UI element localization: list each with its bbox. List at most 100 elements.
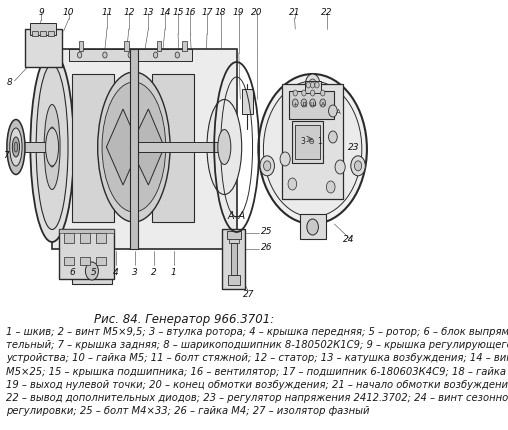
- Circle shape: [260, 157, 274, 176]
- Circle shape: [329, 106, 337, 118]
- Bar: [64, 233, 74, 243]
- Text: 20: 20: [251, 8, 263, 17]
- Text: 9: 9: [39, 8, 44, 17]
- Circle shape: [85, 262, 99, 280]
- Ellipse shape: [30, 53, 74, 243]
- Text: 16: 16: [184, 8, 196, 17]
- Bar: [130, 50, 138, 249]
- Circle shape: [301, 100, 307, 108]
- Circle shape: [103, 53, 107, 59]
- Text: 14: 14: [159, 8, 171, 17]
- Bar: [40, 32, 46, 37]
- Ellipse shape: [207, 100, 242, 195]
- Text: Θ: Θ: [308, 139, 314, 144]
- Bar: [30, 24, 56, 36]
- Bar: [72, 255, 112, 284]
- Text: 19: 19: [233, 8, 244, 17]
- Text: 5: 5: [91, 267, 97, 276]
- Text: 6: 6: [70, 267, 75, 276]
- Ellipse shape: [48, 128, 56, 168]
- Text: 1 – шкив; 2 – винт М5×9,5; 3 – втулка ротора; 4 – крышка передняя; 5 – ротор; 6 : 1 – шкив; 2 – винт М5×9,5; 3 – втулка ро…: [6, 326, 508, 336]
- Circle shape: [320, 100, 326, 108]
- Circle shape: [77, 53, 82, 59]
- Ellipse shape: [10, 129, 22, 166]
- Circle shape: [293, 100, 298, 108]
- Circle shape: [310, 100, 315, 108]
- Text: Рис. 84. Генератор 966.3701:: Рис. 84. Генератор 966.3701:: [93, 312, 274, 325]
- Circle shape: [310, 91, 315, 97]
- Bar: [52, 50, 237, 249]
- Bar: [290, 92, 334, 120]
- Circle shape: [128, 53, 133, 59]
- Circle shape: [326, 181, 335, 194]
- Text: 13: 13: [143, 8, 154, 17]
- Text: 24: 24: [343, 235, 355, 244]
- Bar: [0, 0, 368, 299]
- Text: 1: 1: [171, 267, 177, 276]
- Text: А: А: [321, 101, 325, 106]
- Bar: [282, 85, 343, 200]
- Text: +: +: [293, 101, 298, 106]
- Bar: [293, 122, 323, 164]
- Bar: [305, 82, 322, 94]
- Bar: [229, 240, 239, 243]
- Circle shape: [306, 83, 310, 89]
- Text: 7: 7: [4, 150, 9, 159]
- Circle shape: [293, 91, 297, 97]
- Bar: [227, 231, 241, 240]
- Circle shape: [315, 83, 319, 89]
- Ellipse shape: [12, 138, 19, 158]
- Circle shape: [259, 75, 367, 224]
- Text: А: А: [336, 109, 340, 115]
- Text: 17: 17: [201, 8, 213, 17]
- Text: 2: 2: [151, 267, 157, 276]
- Circle shape: [321, 91, 325, 97]
- Text: 3: 3: [300, 137, 305, 146]
- Text: 1: 1: [317, 137, 322, 146]
- Circle shape: [335, 161, 345, 175]
- Circle shape: [307, 219, 319, 236]
- Text: 19 – выход нулевой точки; 20 – конец обмотки возбуждения; 21 – начало обмотки во: 19 – выход нулевой точки; 20 – конец обм…: [6, 379, 508, 389]
- Circle shape: [153, 53, 158, 59]
- Circle shape: [329, 132, 337, 144]
- Circle shape: [264, 82, 362, 218]
- Circle shape: [280, 153, 290, 166]
- Ellipse shape: [36, 65, 68, 230]
- Bar: [80, 258, 90, 265]
- Bar: [72, 75, 114, 222]
- Ellipse shape: [102, 83, 166, 212]
- Bar: [300, 215, 326, 240]
- Text: М5×25; 15 – крышка подшипника; 16 – вентилятор; 17 – подшипник 6-180603К4С9; 18 : М5×25; 15 – крышка подшипника; 16 – вент…: [6, 366, 508, 376]
- Bar: [152, 75, 194, 222]
- Circle shape: [305, 75, 320, 95]
- Text: 11: 11: [102, 8, 113, 17]
- Bar: [80, 233, 90, 243]
- Bar: [79, 42, 83, 52]
- Circle shape: [288, 178, 297, 190]
- Bar: [182, 42, 187, 52]
- Polygon shape: [130, 110, 164, 186]
- Text: 4: 4: [113, 267, 119, 276]
- Text: 22: 22: [322, 8, 333, 17]
- Bar: [222, 230, 245, 289]
- Text: 15: 15: [172, 8, 184, 17]
- Text: 12: 12: [123, 8, 135, 17]
- Text: тельный; 7 – крышка задняя; 8 – шарикоподшипник 8-180502К1С9; 9 – крышка регулир: тельный; 7 – крышка задняя; 8 – шарикопо…: [6, 339, 508, 350]
- Bar: [138, 143, 225, 153]
- Text: 8: 8: [7, 77, 12, 86]
- Ellipse shape: [44, 105, 60, 190]
- Text: А–А: А–А: [228, 211, 246, 221]
- Circle shape: [351, 157, 365, 176]
- Circle shape: [175, 53, 179, 59]
- Bar: [69, 50, 192, 62]
- Polygon shape: [106, 110, 140, 186]
- Circle shape: [309, 80, 316, 90]
- Text: 21: 21: [289, 8, 300, 17]
- Bar: [59, 230, 114, 233]
- Circle shape: [355, 161, 362, 172]
- Bar: [59, 230, 114, 280]
- Text: 26: 26: [261, 243, 272, 252]
- Bar: [25, 30, 61, 68]
- Ellipse shape: [218, 130, 231, 165]
- Bar: [96, 258, 106, 265]
